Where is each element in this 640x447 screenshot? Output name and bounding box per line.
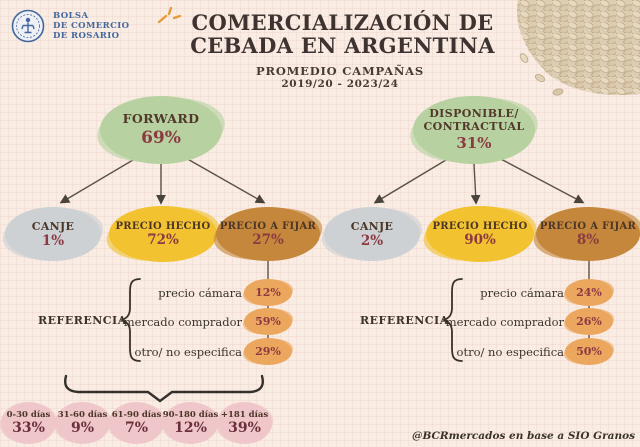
node-precio-hecho-left: PRECIO HECHO 72% — [109, 206, 217, 262]
logo-line-1: BOLSA — [53, 10, 89, 21]
timeline-label: +181 días — [220, 410, 269, 420]
ref-value-label: 24% — [576, 286, 602, 299]
node-precio-hecho-left-label: PRECIO HECHO — [115, 220, 211, 232]
ref-value-otro-left: 29% — [244, 338, 292, 365]
page-title: COMERCIALIZACIÓN DE CEBADA EN ARGENTINA — [170, 10, 515, 58]
referencia-label-left: REFERENCIA — [38, 314, 127, 327]
ref-value-label: 26% — [576, 315, 602, 328]
bcr-logo: BOLSA DE COMERCIO DE ROSARIO — [10, 8, 129, 44]
source-credit: @BCRmercados en base a SIO Granos — [411, 430, 635, 442]
ref-row-otro-right: otro/ no especifica — [456, 344, 564, 359]
node-disponible-label-2: CONTRACTUAL — [423, 119, 525, 133]
node-canje-left-label: CANJE — [31, 219, 75, 233]
timeline-pct: 9% — [70, 420, 95, 436]
logo-line-2: DE COMERCIO — [53, 20, 130, 31]
ref-value-label: 50% — [576, 345, 602, 358]
timeline-brace — [64, 374, 264, 403]
node-precio-hecho-right-label: PRECIO HECHO — [432, 220, 528, 232]
node-forward: FORWARD 69% — [100, 96, 222, 164]
ref-value-label: 59% — [255, 315, 281, 328]
title-line-1: COMERCIALIZACIÓN DE — [191, 10, 494, 35]
timeline-label: 61-90 días — [111, 410, 162, 420]
barley-grains-image — [517, 0, 640, 96]
node-canje-right-label: CANJE — [350, 219, 394, 233]
timeline-pct: 7% — [124, 420, 149, 436]
node-precio-a-fijar-left: PRECIO A FIJAR 27% — [216, 207, 320, 261]
node-canje-right: CANJE 2% — [324, 207, 420, 261]
referencia-rows-left: precio cámara mercado comprador otro/ no… — [118, 278, 242, 367]
node-precio-a-fijar-right-pct: 8% — [576, 231, 600, 248]
ref-value-precio-camara-left: 12% — [244, 279, 292, 306]
ref-row-otro-left: otro/ no especifica — [134, 344, 242, 359]
timeline-pct: 12% — [174, 420, 207, 436]
subtitle-line-2: 2019/20 - 2023/24 — [281, 78, 399, 90]
timeline-181-dias: +181 días 39% — [217, 402, 272, 444]
ref-value-otro-right: 50% — [565, 338, 613, 365]
node-precio-hecho-right: PRECIO HECHO 90% — [426, 206, 534, 262]
page-subtitle: PROMEDIO CAMPAÑAS 2019/20 - 2023/24 — [170, 64, 510, 90]
ref-value-precio-camara-right: 24% — [565, 279, 613, 306]
node-disponible: DISPONIBLE/ CONTRACTUAL 31% — [413, 96, 535, 164]
referencia-rows-right: precio cámara mercado comprador otro/ no… — [440, 278, 564, 367]
timeline-pct: 39% — [228, 420, 261, 436]
node-forward-label: FORWARD — [122, 111, 200, 127]
bcr-logo-text: BOLSA DE COMERCIO DE ROSARIO — [53, 11, 129, 42]
node-precio-a-fijar-left-label: PRECIO A FIJAR — [219, 220, 317, 232]
timeline-31-60-dias: 31-60 días 9% — [55, 402, 110, 444]
title-line-2: CEBADA EN ARGENTINA — [190, 32, 495, 58]
node-precio-a-fijar-right-label: PRECIO A FIJAR — [539, 220, 637, 232]
node-canje-right-pct: 2% — [360, 232, 384, 249]
ref-value-label: 29% — [255, 345, 281, 358]
timeline-label: 0-30 días — [6, 410, 51, 420]
node-precio-a-fijar-right: PRECIO A FIJAR 8% — [536, 207, 640, 261]
node-disponible-pct: 31% — [456, 134, 492, 153]
node-canje-left-pct: 1% — [41, 232, 65, 249]
bcr-logo-seal-icon — [11, 9, 45, 43]
ref-value-mercado-comprador-left: 59% — [244, 308, 292, 335]
timeline-label: 90-180 días — [162, 410, 219, 420]
node-precio-hecho-right-pct: 90% — [464, 231, 496, 248]
referencia-label-right: REFERENCIA — [360, 314, 449, 327]
node-precio-a-fijar-left-pct: 27% — [252, 231, 284, 248]
node-precio-hecho-left-pct: 72% — [147, 231, 179, 248]
timeline-90-180-dias: 90-180 días 12% — [163, 402, 218, 444]
ref-value-mercado-comprador-right: 26% — [565, 308, 613, 335]
ref-row-precio-camara-right: precio cámara — [480, 285, 564, 300]
ref-row-mercado-comprador-left: mercado comprador — [123, 315, 242, 330]
ref-row-mercado-comprador-right: mercado comprador — [445, 315, 564, 330]
timeline-0-30-dias: 0-30 días 33% — [1, 402, 56, 444]
node-forward-pct: 69% — [141, 127, 181, 148]
sparkle-icon — [157, 6, 182, 24]
node-canje-left: CANJE 1% — [5, 207, 101, 261]
timeline-61-90-dias: 61-90 días 7% — [109, 402, 164, 444]
timeline-label: 31-60 días — [57, 410, 108, 420]
ref-value-label: 12% — [255, 286, 281, 299]
timeline-pct: 33% — [12, 420, 45, 436]
logo-line-3: DE ROSARIO — [53, 31, 120, 42]
subtitle-line-1: PROMEDIO CAMPAÑAS — [256, 64, 424, 78]
ref-row-precio-camara-left: precio cámara — [158, 285, 242, 300]
node-disponible-label-1: DISPONIBLE/ — [429, 106, 519, 120]
